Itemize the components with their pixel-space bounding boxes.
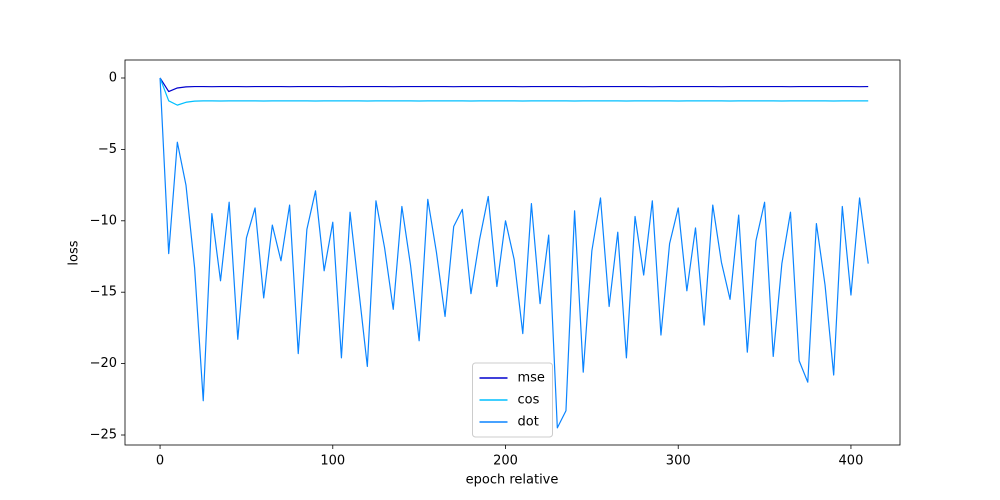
y-tick-label: −10 bbox=[90, 213, 117, 228]
x-tick-label: 300 bbox=[666, 454, 691, 469]
x-tick-label: 400 bbox=[839, 454, 864, 469]
legend-box bbox=[472, 362, 553, 438]
legend-label: cos bbox=[518, 393, 540, 408]
x-tick-label: 0 bbox=[156, 454, 164, 469]
x-tick-label: 100 bbox=[320, 454, 345, 469]
series-line bbox=[159, 77, 869, 93]
x-axis-label: epoch relative bbox=[466, 473, 559, 488]
x-tick-label: 200 bbox=[493, 454, 518, 469]
legend-label: mse bbox=[518, 371, 545, 386]
y-tick-label: −20 bbox=[90, 356, 117, 371]
y-axis-label: loss bbox=[67, 240, 82, 265]
y-tick-label: −5 bbox=[98, 142, 117, 157]
y-tick-label: −25 bbox=[90, 428, 117, 443]
legend-label: dot bbox=[518, 415, 539, 430]
y-tick-label: −15 bbox=[90, 285, 117, 300]
series-line bbox=[159, 77, 869, 429]
series-line bbox=[159, 77, 869, 106]
plot-frame bbox=[124, 59, 901, 446]
y-tick-label: 0 bbox=[109, 70, 117, 85]
